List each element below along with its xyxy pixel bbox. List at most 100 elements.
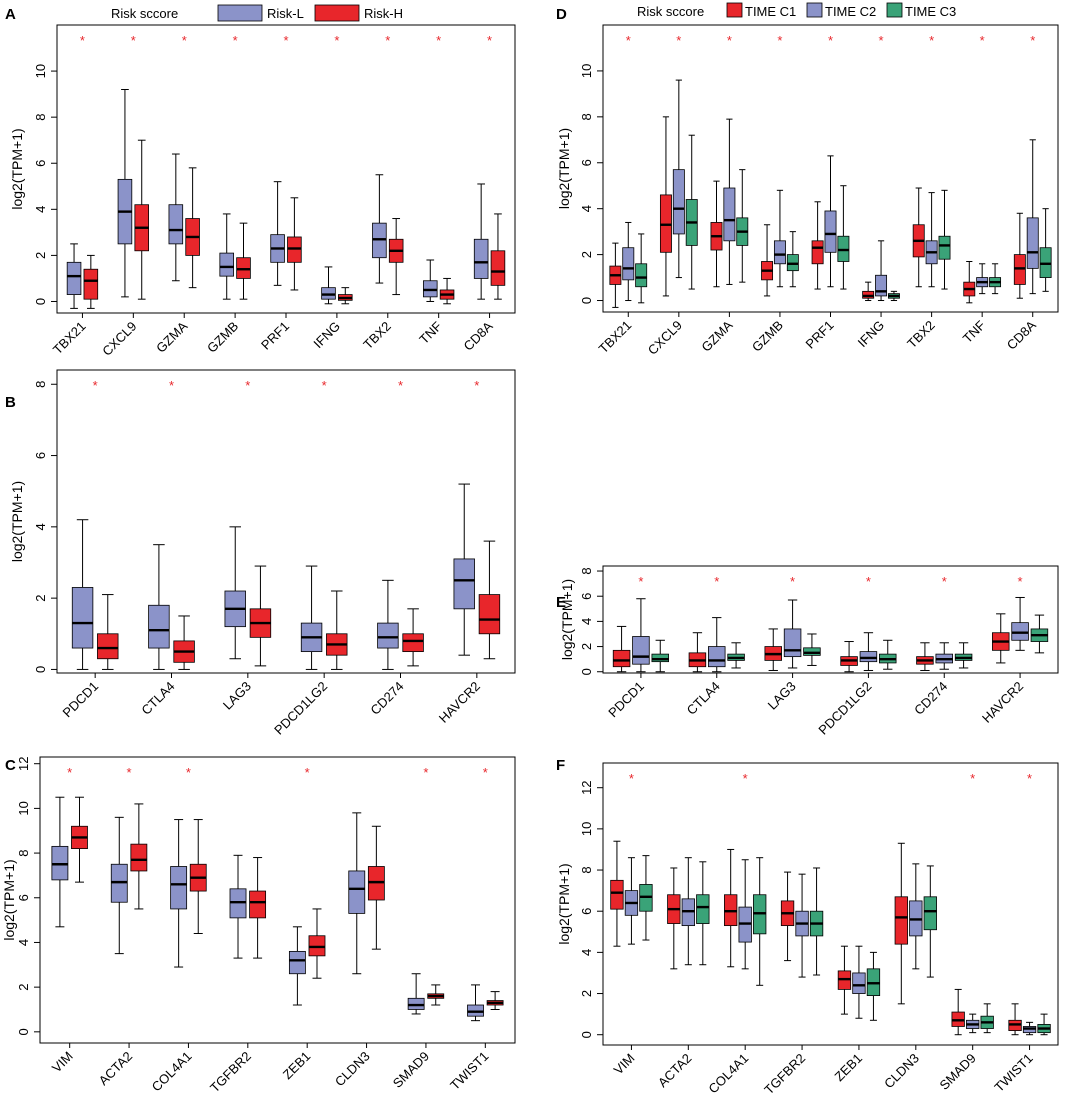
box-iqr	[708, 646, 726, 668]
category-label: CLDN3	[881, 1051, 922, 1092]
box-time-c2-cd8a	[1026, 139, 1039, 295]
y-axis-label: log2(TPM+1)	[9, 128, 25, 209]
box-risk-h-zeb1	[308, 908, 326, 979]
y-tick-label: 0	[33, 298, 48, 305]
category-label: TBX21	[50, 319, 89, 358]
box-iqr	[66, 261, 82, 295]
category-label: TBX2	[360, 319, 394, 353]
category-label: ACTA2	[96, 1049, 136, 1089]
box-time-c1-pdcd1lg2	[840, 641, 858, 673]
box-risk-h-cd8a	[490, 213, 506, 300]
box-time-c3-prf1	[837, 185, 850, 290]
y-tick-label: 4	[33, 206, 48, 213]
significance-star: *	[305, 765, 310, 780]
box-time-c2-tbx2	[925, 192, 938, 288]
significance-star: *	[127, 765, 132, 780]
y-axis-label: log2(TPM+1)	[556, 128, 572, 209]
y-axis-label: log2(TPM+1)	[559, 579, 575, 660]
box-risk-h-tbx2	[388, 218, 404, 296]
y-axis-label: log2(TPM+1)	[1, 859, 17, 940]
box-time-c1-prf1	[811, 201, 824, 290]
box-risk-l-pdcd1lg2	[300, 565, 323, 670]
y-tick-label: 2	[579, 990, 594, 997]
category-label: LAG3	[220, 679, 254, 713]
y-tick-label: 8	[33, 381, 48, 388]
plot-frame	[602, 565, 1059, 674]
category-label: CD274	[367, 679, 406, 718]
box-iqr	[219, 252, 234, 277]
category-label: VIM	[611, 1051, 638, 1078]
y-tick-label: 2	[579, 251, 594, 258]
box-iqr	[651, 653, 669, 663]
box-risk-l-gzma	[168, 153, 184, 282]
y-tick-label: 6	[579, 159, 594, 166]
box-time-c3-lag3	[803, 633, 821, 666]
box-iqr	[859, 651, 878, 663]
box-time-c2-zeb1	[852, 945, 866, 1019]
significance-star: *	[474, 378, 479, 393]
box-iqr	[249, 890, 267, 919]
category-label: GZMB	[204, 319, 241, 356]
legend-time-title: Risk sccore	[637, 4, 704, 19]
box-risk-h-lag3	[249, 565, 272, 667]
y-tick-label: 4	[33, 523, 48, 530]
box-time-c1-ifng	[862, 281, 875, 302]
box-risk-h-cldn3	[367, 825, 385, 950]
significance-star: *	[423, 765, 428, 780]
y-tick-label: 8	[33, 114, 48, 121]
box-time-c3-tgfbr2	[809, 867, 824, 976]
significance-star: *	[929, 33, 934, 48]
box-time-c3-twist1	[1037, 1013, 1051, 1036]
y-tick-label: 6	[579, 908, 594, 915]
legend-label-time-c2: TIME C2	[825, 4, 876, 19]
box-risk-l-cldn3	[348, 812, 366, 975]
box-time-c1-acta2	[667, 867, 681, 970]
box-time-c1-ctla4	[688, 632, 707, 673]
plot-frame	[56, 369, 516, 674]
category-label: ZEB1	[280, 1049, 314, 1083]
y-tick-label: 10	[579, 822, 594, 836]
box-iqr	[696, 894, 710, 924]
box-time-c2-pdcd1	[632, 598, 650, 673]
box-iqr	[348, 870, 366, 914]
legend-swatch-risk-h	[314, 4, 360, 22]
box-risk-h-vim	[71, 796, 88, 883]
box-risk-h-ctla4	[173, 615, 195, 670]
box-time-c3-tbx21	[635, 233, 648, 304]
y-tick-label: 12	[579, 780, 594, 794]
significance-star: *	[629, 771, 634, 786]
box-iqr	[632, 636, 650, 665]
y-tick-label: 6	[579, 593, 594, 600]
box-risk-h-col4a1	[189, 819, 207, 935]
box-time-c2-tgfbr2	[795, 873, 809, 978]
y-tick-label: 0	[33, 666, 48, 673]
y-tick-label: 4	[579, 618, 594, 625]
box-iqr	[672, 169, 685, 235]
box-risk-l-zeb1	[288, 926, 306, 1006]
y-tick-label: 8	[16, 849, 31, 856]
significance-star: *	[790, 574, 795, 589]
box-iqr	[1011, 622, 1029, 641]
box-risk-h-havcr2	[478, 540, 501, 660]
box-iqr	[453, 558, 475, 610]
y-tick-label: 0	[579, 1031, 594, 1038]
box-time-c3-ifng	[887, 290, 900, 302]
box-iqr	[288, 950, 306, 975]
box-iqr	[478, 594, 501, 635]
box-risk-h-gzmb	[236, 222, 251, 300]
box-time-c2-pdcd1lg2	[859, 632, 878, 671]
significance-star: *	[182, 33, 187, 48]
box-time-c1-havcr2	[992, 613, 1010, 664]
category-label: IFNG	[310, 319, 343, 352]
category-label: COL4A1	[149, 1049, 195, 1095]
category-label: CD8A	[1004, 317, 1039, 352]
category-label: TNF	[960, 317, 989, 346]
box-time-c1-tbx21	[609, 242, 622, 308]
box-risk-h-acta2	[130, 803, 148, 910]
box-iqr	[811, 240, 824, 265]
significance-star: *	[93, 378, 98, 393]
y-tick-label: 4	[579, 949, 594, 956]
box-risk-l-smad9	[407, 973, 425, 1015]
significance-star: *	[942, 574, 947, 589]
